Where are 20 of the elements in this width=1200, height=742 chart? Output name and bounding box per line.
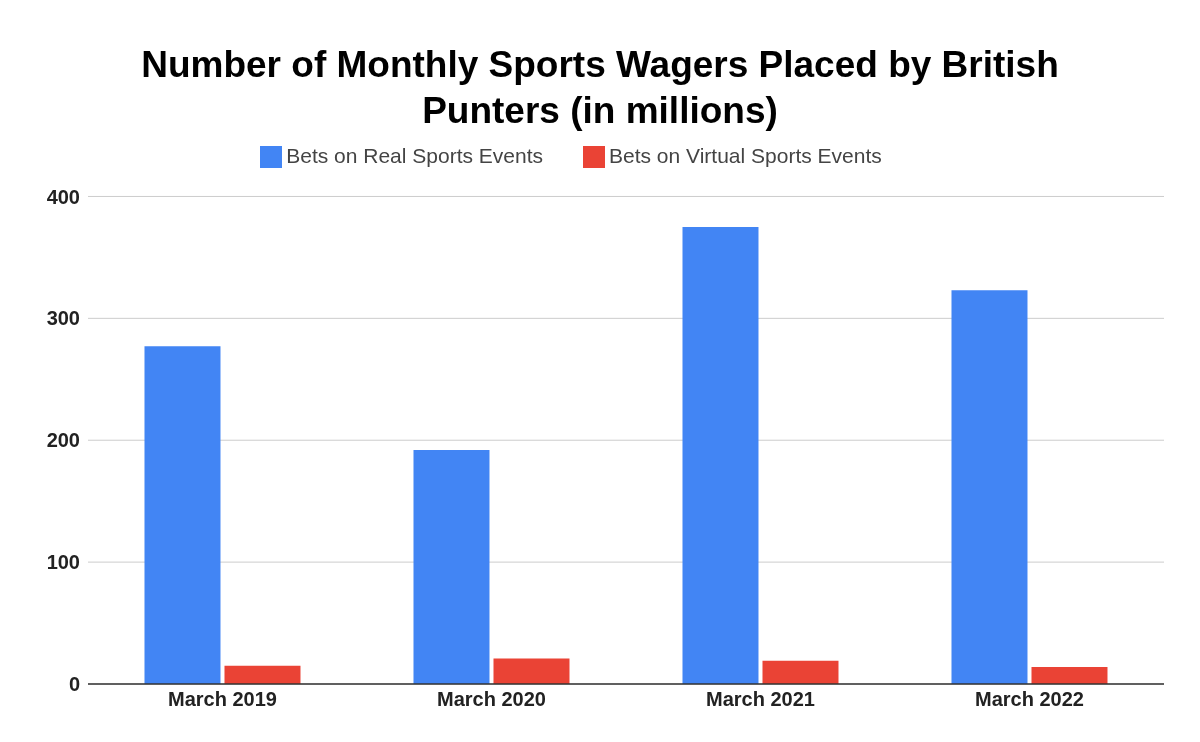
bar <box>951 290 1028 684</box>
x-tick-label: March 2020 <box>437 688 546 711</box>
y-tick-label: 200 <box>46 429 80 452</box>
bar <box>144 346 221 684</box>
y-tick-label: 300 <box>46 307 80 330</box>
bar <box>413 449 490 684</box>
chart-title: Number of Monthly Sports Wagers Placed by British Punters (in millions) <box>140 43 1060 133</box>
bar <box>1031 666 1108 684</box>
x-tick-label: March 2022 <box>975 688 1084 711</box>
x-tick-label: March 2019 <box>168 688 277 711</box>
legend-label: Bets on Virtual Sports Events <box>609 144 882 167</box>
y-tick-label: 0 <box>68 673 80 696</box>
y-tick-label: 400 <box>46 185 80 208</box>
x-tick-label: March 2021 <box>706 688 815 711</box>
legend-label: Bets on Real Sports Events <box>286 144 544 167</box>
bar <box>224 665 301 684</box>
bar <box>682 226 759 684</box>
bar <box>493 658 570 684</box>
y-tick-label: 100 <box>46 551 80 574</box>
bar <box>762 660 839 684</box>
